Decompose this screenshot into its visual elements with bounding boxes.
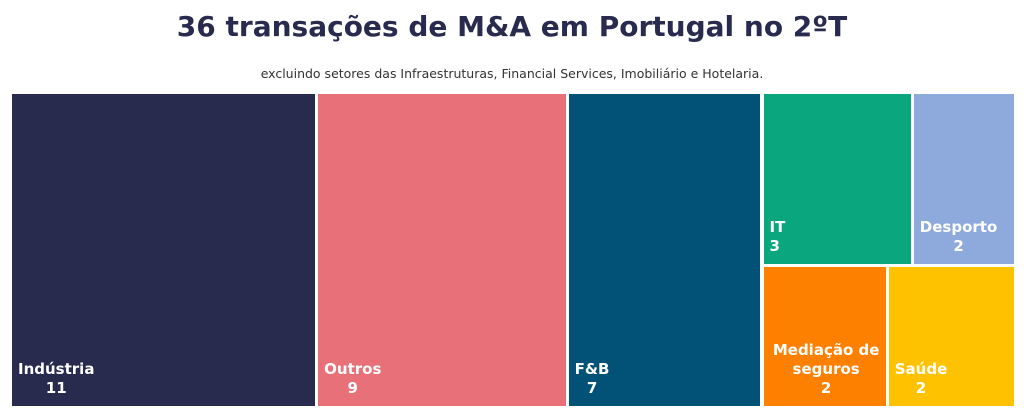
chart-title: 36 transações de M&A em Portugal no 2ºT (176, 10, 848, 43)
treemap-category-desporto: Desporto (919, 218, 998, 237)
treemap-category-fb: F&B (574, 360, 610, 378)
treemap-label-saude: Saúde 2 (895, 360, 948, 398)
treemap-tile-desporto: Desporto 2 (913, 94, 1014, 268)
treemap-value-saude: 2 (915, 378, 927, 397)
chart-subtitle: excluindo setores das Infraestruturas, F… (260, 66, 764, 81)
treemap-category-outros: Outros (324, 360, 382, 378)
treemap-label-it: IT 3 (770, 218, 786, 256)
treemap-tile-mediacao: Mediação de seguros 2 (763, 267, 889, 406)
treemap-value-outros: 9 (347, 379, 358, 397)
treemap-label-desporto: Desporto 2 (920, 218, 997, 256)
treemap-label-fb: F&B 7 (575, 360, 610, 398)
treemap-category-mediacao: Mediação de seguros (772, 340, 880, 378)
treemap-value-mediacao: 2 (820, 378, 832, 397)
treemap-value-industria: 11 (45, 379, 67, 397)
treemap-label-industria: Indústria 11 (18, 360, 94, 398)
treemap-category-it: IT (769, 218, 786, 237)
treemap-tile-saude: Saúde 2 (888, 267, 1014, 406)
treemap-label-outros: Outros 9 (324, 360, 381, 398)
treemap-tile-outros: Outros 9 (318, 94, 569, 406)
treemap-label-mediacao: Mediação de seguros 2 (770, 341, 883, 398)
treemap-category-saude: Saúde (894, 359, 948, 378)
treemap-value-desporto: 2 (953, 237, 964, 256)
treemap-value-fb: 7 (586, 379, 598, 397)
treemap-chart: Indústria 11 Outros 9 F&B 7 IT 3 Desporto 2 Mediaç… (12, 94, 1014, 406)
treemap-category-industria: Indústria (18, 360, 95, 378)
treemap-value-it: 3 (769, 237, 780, 256)
treemap-tile-it: IT 3 (763, 94, 914, 268)
treemap-tile-industria: Indústria 11 (12, 94, 319, 406)
treemap-tile-fb: F&B 7 (568, 94, 764, 406)
